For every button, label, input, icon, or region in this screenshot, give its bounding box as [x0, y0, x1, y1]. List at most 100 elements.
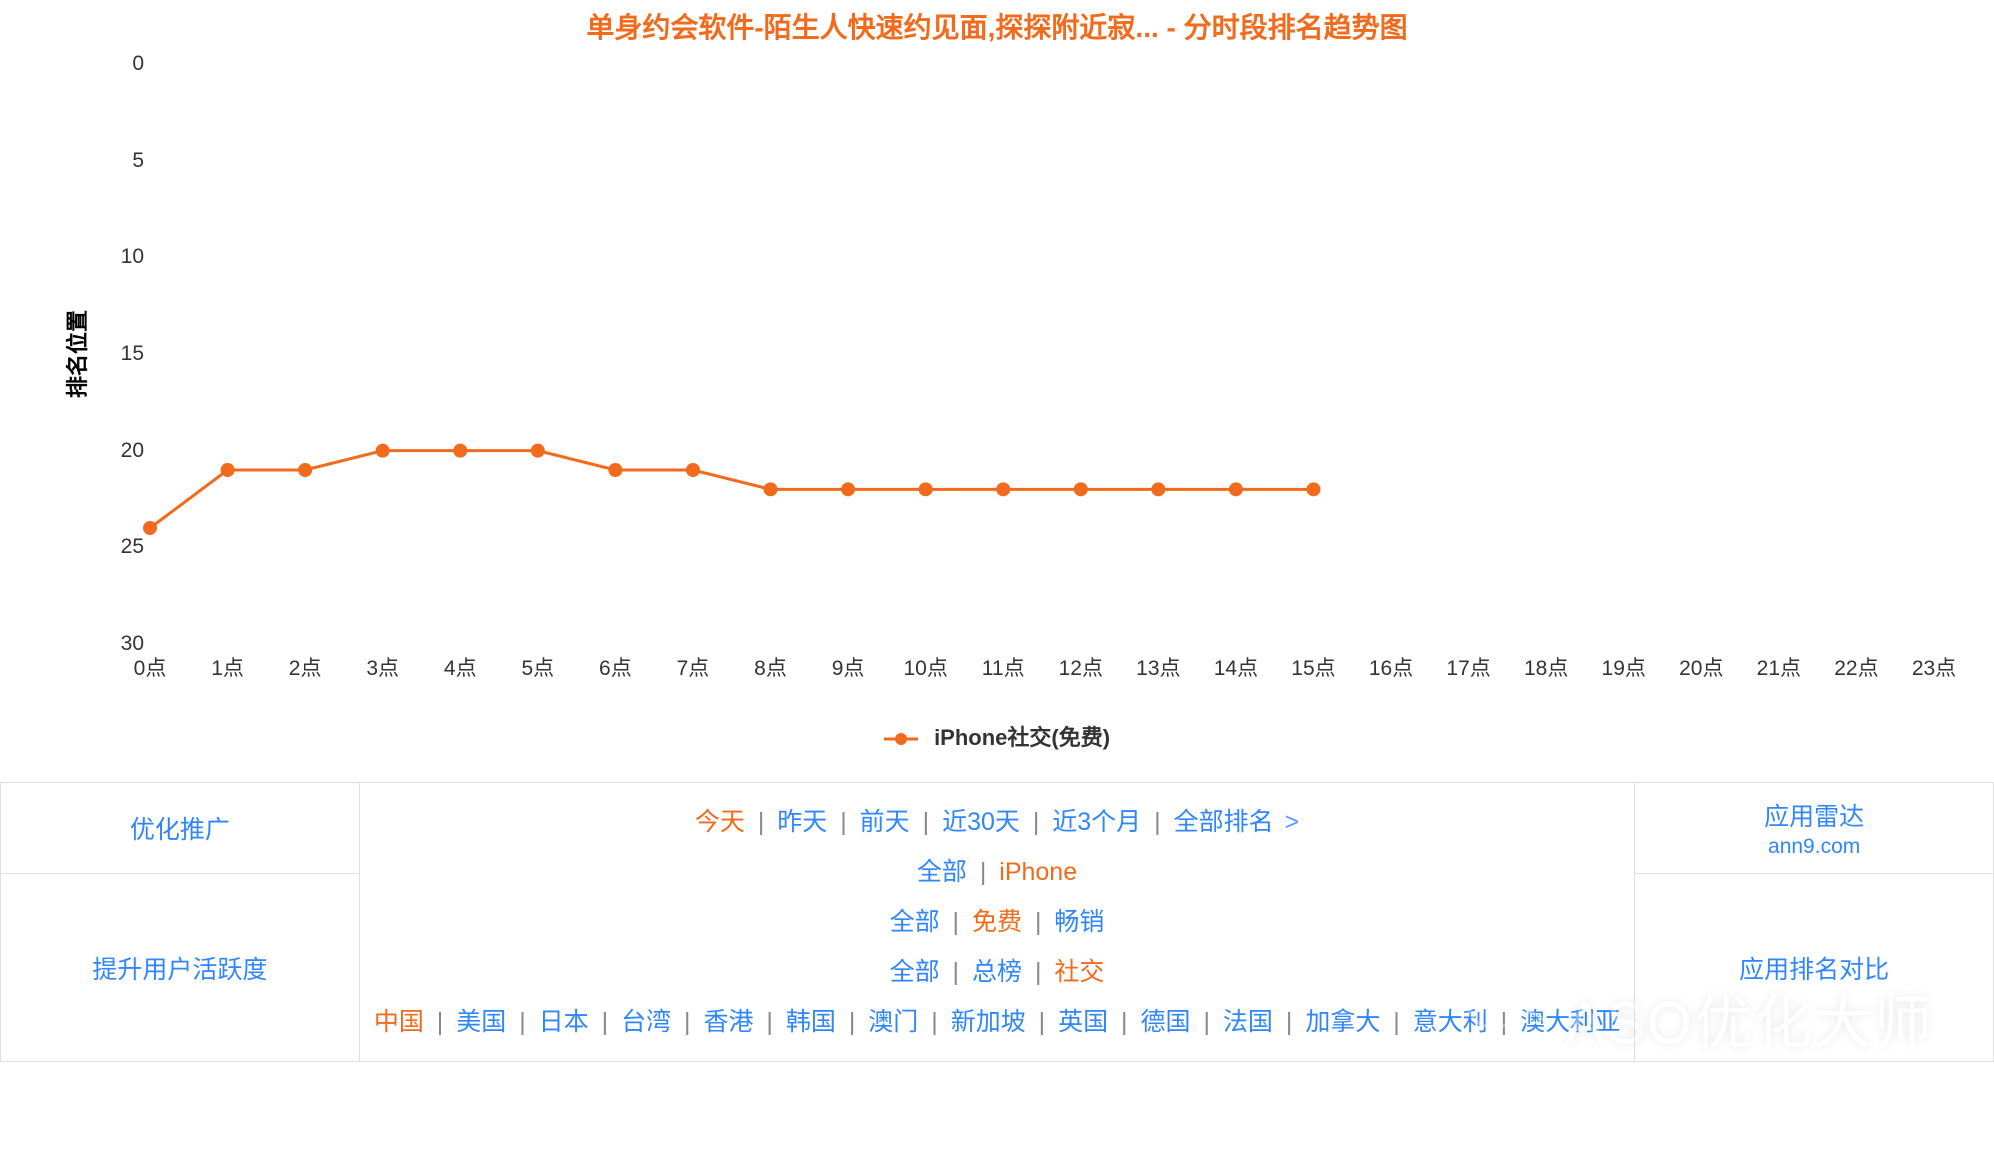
- separator: |: [827, 808, 859, 836]
- series-marker: [1229, 482, 1243, 496]
- x-tick: 17点: [1446, 652, 1490, 682]
- x-tick: 11点: [982, 652, 1025, 682]
- y-axis-label: 排名位置: [60, 310, 92, 398]
- chart-svg: [150, 64, 1934, 644]
- filter-center: 今天 | 昨天 | 前天 | 近30天 | 近3个月 | 全部排名 > 全部 |…: [359, 783, 1635, 1062]
- filter-link[interactable]: 香港: [703, 1008, 753, 1036]
- filter-link[interactable]: 今天: [695, 808, 745, 836]
- filter-link[interactable]: 畅销: [1054, 908, 1104, 936]
- separator: |: [1022, 958, 1054, 986]
- separator: |: [1020, 808, 1052, 836]
- x-tick: 5点: [521, 652, 554, 682]
- y-tick: 15: [100, 342, 144, 366]
- filter-row-country: 中国 | 美国 | 日本 | 台湾 | 香港 | 韩国 | 澳门 | 新加坡 |…: [370, 997, 1625, 1047]
- x-tick: 2点: [289, 652, 322, 682]
- separator: |: [424, 1008, 456, 1036]
- separator: |: [1108, 1008, 1140, 1036]
- y-tick: 5: [100, 149, 144, 173]
- side-link-compare[interactable]: 应用排名对比: [1635, 874, 1994, 1062]
- separator: |: [918, 1008, 950, 1036]
- x-tick: 20点: [1679, 652, 1723, 682]
- filter-link[interactable]: 澳门: [868, 1008, 918, 1036]
- x-tick: 1点: [211, 652, 244, 682]
- x-tick: 6点: [599, 652, 632, 682]
- filter-link[interactable]: 韩国: [786, 1008, 836, 1036]
- series-marker: [841, 482, 855, 496]
- filter-link[interactable]: 意大利: [1413, 1008, 1488, 1036]
- filter-table: 优化推广 今天 | 昨天 | 前天 | 近30天 | 近3个月 | 全部排名 >…: [0, 782, 1994, 1062]
- filter-link[interactable]: 台湾: [621, 1008, 671, 1036]
- side-link-radar[interactable]: 应用雷达 ann9.com: [1635, 783, 1994, 874]
- filter-link[interactable]: 加拿大: [1305, 1008, 1380, 1036]
- y-tick: 0: [100, 52, 144, 76]
- filter-link[interactable]: 社交: [1054, 958, 1104, 986]
- filter-link[interactable]: 全部: [890, 908, 940, 936]
- filter-link[interactable]: 新加坡: [951, 1008, 1026, 1036]
- filter-link[interactable]: 免费: [972, 908, 1022, 936]
- series-marker: [996, 482, 1010, 496]
- x-tick: 19点: [1602, 652, 1646, 682]
- x-axis-labels: 0点1点2点3点4点5点6点7点8点9点10点11点12点13点14点15点16…: [150, 644, 1934, 684]
- series-marker: [453, 444, 467, 458]
- filter-link[interactable]: 美国: [456, 1008, 506, 1036]
- filter-row-board: 全部 | 总榜 | 社交: [370, 947, 1625, 997]
- filter-link[interactable]: 日本: [539, 1008, 589, 1036]
- filter-link[interactable]: 法国: [1223, 1008, 1273, 1036]
- filter-link[interactable]: 澳大利亚: [1520, 1008, 1620, 1036]
- chart-legend: iPhone社交(免费): [0, 720, 1994, 752]
- separator: |: [1273, 1008, 1305, 1036]
- filter-link[interactable]: 全部: [917, 858, 967, 886]
- series-marker: [221, 463, 235, 477]
- chart-area: 排名位置 051015202530: [110, 64, 1954, 644]
- x-tick: 7点: [677, 652, 710, 682]
- x-tick: 15点: [1291, 652, 1335, 682]
- separator: |: [967, 858, 999, 886]
- filter-row-device: 全部 | iPhone: [370, 847, 1625, 897]
- chart-plot: 051015202530: [150, 64, 1934, 644]
- filter-link[interactable]: 全部排名: [1174, 808, 1274, 836]
- filter-link[interactable]: 近3个月: [1052, 808, 1141, 836]
- x-tick: 12点: [1059, 652, 1103, 682]
- chart-title: 单身约会软件-陌生人快速约见面,探探附近寂... - 分时段排名趋势图: [0, 0, 1994, 46]
- series-marker: [764, 482, 778, 496]
- filter-link[interactable]: 前天: [860, 808, 910, 836]
- series-marker: [1306, 482, 1320, 496]
- separator: |: [910, 808, 942, 836]
- separator: |: [745, 808, 777, 836]
- x-tick: 14点: [1214, 652, 1258, 682]
- side-link-activity[interactable]: 提升用户活跃度: [1, 874, 360, 1062]
- filter-link[interactable]: 总榜: [972, 958, 1022, 986]
- series-marker: [298, 463, 312, 477]
- legend-marker: [884, 732, 918, 746]
- filter-link[interactable]: 中国: [374, 1008, 424, 1036]
- series-marker: [1151, 482, 1165, 496]
- x-tick: 3点: [366, 652, 399, 682]
- filter-link[interactable]: iPhone: [999, 858, 1077, 886]
- series-marker: [143, 521, 157, 535]
- separator: |: [1022, 908, 1054, 936]
- separator: |: [836, 1008, 868, 1036]
- legend-series-label: iPhone社交(免费): [934, 725, 1110, 750]
- y-tick: 20: [100, 439, 144, 463]
- filter-link[interactable]: 英国: [1058, 1008, 1108, 1036]
- filter-link[interactable]: 德国: [1141, 1008, 1191, 1036]
- filter-link[interactable]: 全部: [890, 958, 940, 986]
- series-marker: [608, 463, 622, 477]
- x-tick: 13点: [1136, 652, 1180, 682]
- filter-link[interactable]: 近30天: [942, 808, 1020, 836]
- x-tick: 4点: [444, 652, 477, 682]
- filter-link[interactable]: 昨天: [777, 808, 827, 836]
- separator: |: [1380, 1008, 1412, 1036]
- side-link-promotion[interactable]: 优化推广: [1, 783, 360, 874]
- x-tick: 21点: [1757, 652, 1801, 682]
- separator: |: [589, 1008, 621, 1036]
- separator: |: [506, 1008, 538, 1036]
- separator: |: [940, 958, 972, 986]
- filter-row-price: 全部 | 免费 | 畅销: [370, 897, 1625, 947]
- separator: |: [1488, 1008, 1520, 1036]
- x-tick: 10点: [903, 652, 947, 682]
- series-marker: [686, 463, 700, 477]
- separator: |: [671, 1008, 703, 1036]
- separator: |: [1141, 808, 1173, 836]
- x-tick: 22点: [1834, 652, 1878, 682]
